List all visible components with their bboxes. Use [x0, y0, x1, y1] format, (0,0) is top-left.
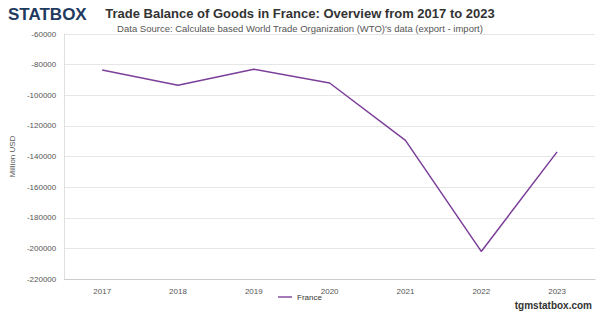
svg-text:-120000: -120000: [27, 121, 57, 130]
svg-text:2017: 2017: [93, 287, 111, 296]
svg-text:STATBOX: STATBOX: [8, 5, 87, 24]
svg-text:-160000: -160000: [27, 183, 57, 192]
svg-text:2018: 2018: [169, 287, 187, 296]
svg-text:2021: 2021: [397, 287, 415, 296]
svg-text:-140000: -140000: [27, 152, 57, 161]
svg-text:tgmstatbox.com: tgmstatbox.com: [515, 300, 592, 311]
svg-text:Million USD: Million USD: [8, 135, 17, 177]
svg-text:2022: 2022: [472, 287, 490, 296]
svg-text:Data Source: Calculate based W: Data Source: Calculate based World Trade…: [117, 23, 483, 34]
svg-text:2023: 2023: [548, 287, 566, 296]
svg-text:Trade Balance of Goods in Fran: Trade Balance of Goods in France: Overvi…: [105, 6, 494, 21]
svg-text:-200000: -200000: [27, 244, 57, 253]
svg-text:-60000: -60000: [31, 30, 56, 39]
svg-text:-220000: -220000: [27, 275, 57, 284]
svg-text:-100000: -100000: [27, 91, 57, 100]
svg-text:2020: 2020: [321, 287, 339, 296]
svg-text:-80000: -80000: [31, 60, 56, 69]
svg-text:2019: 2019: [245, 287, 263, 296]
svg-text:France: France: [297, 293, 322, 302]
svg-text:-180000: -180000: [27, 213, 57, 222]
